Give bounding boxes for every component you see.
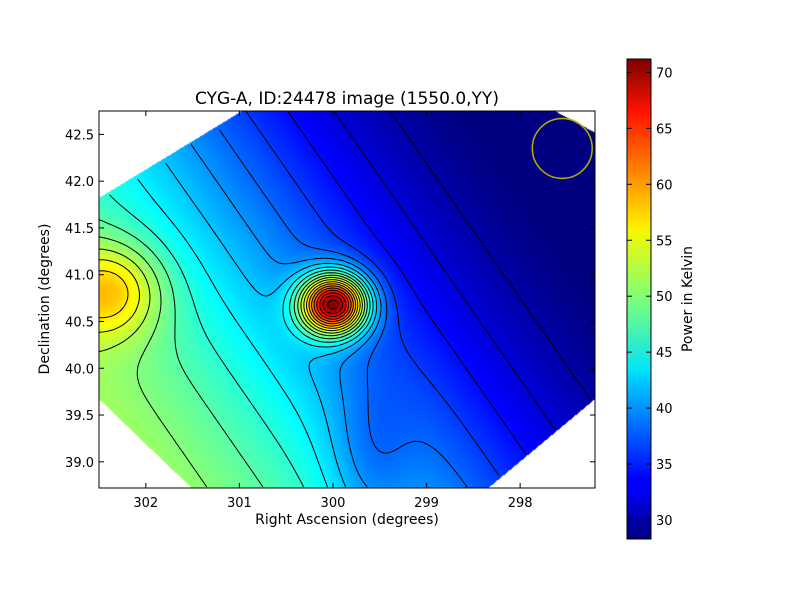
- x-tick-label: 301: [227, 496, 252, 511]
- contour-line: [308, 283, 357, 327]
- contour-line: [99, 236, 366, 488]
- y-tick-label: 40.0: [65, 362, 94, 377]
- contour-line: [190, 144, 382, 488]
- contour-line: [322, 295, 344, 314]
- contour-line: [319, 292, 347, 318]
- heatmap-image: [99, 111, 595, 488]
- colorbar-tick-label: 60: [656, 178, 673, 193]
- colorbar-label: Power in Kelvin: [680, 246, 696, 352]
- x-tick-label: 302: [133, 496, 158, 511]
- colorbar-tick-label: 40: [656, 402, 673, 417]
- y-tick-label: 41.5: [65, 222, 94, 237]
- colorbar-tick-label: 35: [656, 458, 673, 473]
- y-tick-label: 40.5: [65, 315, 94, 330]
- colorbar-tick-label: 55: [656, 234, 673, 249]
- y-tick-label: 41.0: [65, 269, 94, 284]
- contour-line: [327, 299, 339, 310]
- contour-line: [99, 259, 361, 333]
- contour-line: [313, 287, 352, 323]
- colorbar-ticks: 30 35 40 45 50 55 60 65 70: [627, 66, 673, 529]
- x-tick-label: 299: [414, 496, 439, 511]
- x-tick-label: 298: [508, 496, 533, 511]
- axes-frame: [98, 110, 596, 489]
- y-axis-label: Declination (degrees): [37, 224, 53, 375]
- colorbar: [626, 58, 652, 540]
- colorbar-tick-label: 30: [656, 514, 673, 529]
- contour-lines: [99, 111, 591, 488]
- contour-line: [218, 129, 468, 488]
- colorbar-tick-label: 50: [656, 290, 673, 305]
- x-tick-label: 300: [321, 496, 346, 511]
- x-axis-label: Right Ascension (degrees): [255, 512, 439, 528]
- contour-line: [316, 289, 350, 320]
- contour-line: [287, 111, 527, 456]
- contour-line: [165, 162, 378, 488]
- colorbar-tick-label: 70: [656, 66, 673, 81]
- contour-line: [389, 111, 591, 400]
- beam-circle: [531, 117, 593, 180]
- y-axis-ticks: 39.0 39.5 40.0 40.5 41.0 41.5 42.0 42.5: [65, 128, 595, 471]
- colorbar-tick-label: 65: [656, 122, 673, 137]
- contour-line: [99, 219, 368, 488]
- y-tick-label: 39.0: [65, 456, 94, 471]
- colorbar-tick-label: 45: [656, 346, 673, 361]
- x-axis-ticks: 302 301 300 299 298: [133, 111, 533, 511]
- contour-line: [245, 111, 500, 476]
- contour-line: [137, 178, 374, 488]
- contour-line: [333, 111, 556, 430]
- contour-line: [99, 248, 363, 353]
- y-tick-label: 39.5: [65, 409, 94, 424]
- y-tick-label: 42.5: [65, 128, 94, 143]
- contour-line: [311, 285, 354, 325]
- contour-line: [99, 270, 359, 329]
- y-tick-label: 42.0: [65, 175, 94, 190]
- chart-title: CYG-A, ID:24478 image (1550.0,YY): [195, 89, 499, 109]
- contour-line: [109, 194, 371, 488]
